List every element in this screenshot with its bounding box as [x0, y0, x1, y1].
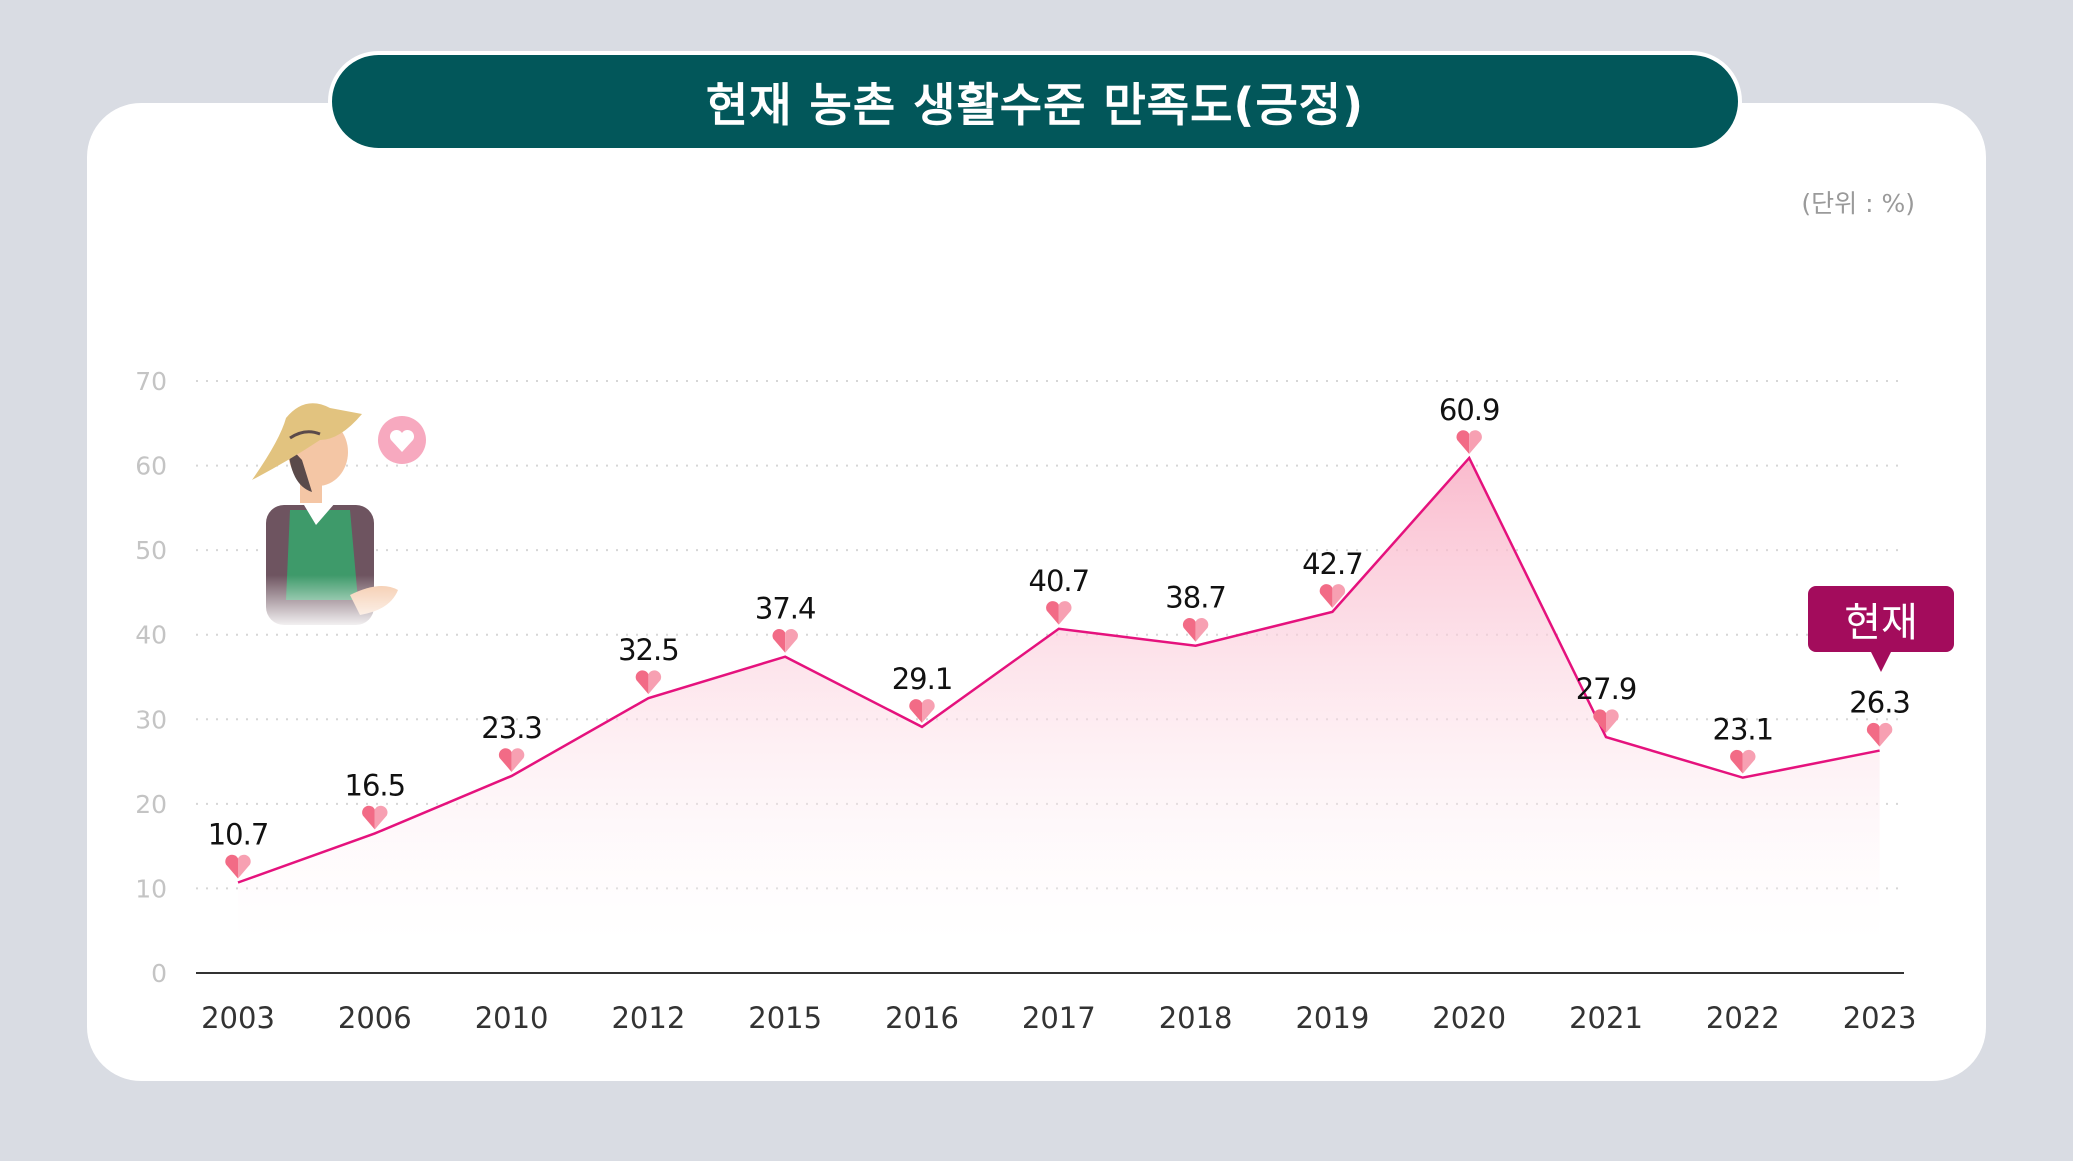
- x-tick-label: 2015: [748, 1001, 822, 1035]
- data-label: 27.9: [1576, 672, 1637, 706]
- x-tick-label: 2012: [611, 1001, 685, 1035]
- heart-marker-icon: [1606, 709, 1619, 734]
- heart-marker-icon: [1456, 430, 1470, 454]
- heart-marker-icon: [374, 805, 388, 830]
- heart-marker-icon: [1879, 722, 1893, 747]
- heart-marker-icon: [1046, 601, 1059, 625]
- x-tick-label: 2019: [1295, 1001, 1369, 1035]
- data-label: 23.3: [481, 711, 542, 745]
- area-fill: [238, 457, 1880, 943]
- data-label: 32.5: [618, 633, 679, 667]
- x-tick-label: 2021: [1569, 1001, 1643, 1035]
- heart-marker-icon: [225, 854, 238, 879]
- data-label: 60.9: [1439, 393, 1500, 427]
- data-label: 40.7: [1029, 564, 1090, 598]
- x-tick-label: 2010: [475, 1001, 549, 1035]
- heart-marker-icon: [362, 805, 375, 830]
- x-tick-label: 2022: [1706, 1001, 1780, 1035]
- heart-marker-icon: [922, 699, 935, 723]
- heart-marker-icon: [648, 670, 662, 695]
- heart-marker-icon: [785, 628, 798, 653]
- x-tick-label: 2020: [1432, 1001, 1506, 1035]
- y-tick-label: 0: [151, 959, 167, 988]
- heart-marker-icon: [1332, 584, 1346, 608]
- data-label: 16.5: [345, 768, 406, 802]
- data-label: 26.3: [1849, 686, 1910, 720]
- y-tick-label: 60: [135, 452, 167, 481]
- x-tick-label: 2006: [338, 1001, 412, 1035]
- unit-label: (단위 : %): [1801, 189, 1915, 218]
- heart-marker-icon: [1182, 618, 1196, 642]
- y-tick-label: 70: [135, 367, 167, 396]
- y-tick-label: 40: [135, 621, 167, 650]
- title-banner: 현재 농촌 생활수준 만족도(긍정): [328, 51, 1742, 152]
- heart-marker-icon: [1742, 749, 1756, 774]
- heart-marker-icon: [498, 748, 512, 772]
- data-label: 42.7: [1302, 547, 1363, 581]
- x-tick-label: 2003: [201, 1001, 275, 1035]
- data-label: 10.7: [208, 818, 269, 852]
- y-tick-label: 30: [135, 705, 167, 734]
- data-label: 37.4: [755, 592, 816, 626]
- current-badge: 현재: [1808, 586, 1954, 672]
- heart-marker-icon: [1730, 749, 1743, 774]
- data-label: 38.7: [1165, 581, 1226, 615]
- heart-marker-icon: [772, 628, 786, 653]
- data-label: 23.1: [1713, 713, 1774, 747]
- farmer-illustration: [252, 403, 426, 630]
- data-label: 29.1: [892, 662, 953, 696]
- y-tick-label: 20: [135, 790, 167, 819]
- y-tick-label: 10: [135, 874, 167, 903]
- x-tick-label: 2017: [1022, 1001, 1096, 1035]
- y-tick-label: 50: [135, 536, 167, 565]
- heart-marker-icon: [1195, 618, 1209, 642]
- heart-marker-icon: [1058, 601, 1072, 625]
- heart-marker-icon: [1469, 430, 1482, 454]
- x-tick-label: 2016: [885, 1001, 959, 1035]
- heart-marker-icon: [909, 699, 922, 723]
- chart-title: 현재 농촌 생활수준 만족도(긍정): [705, 77, 1365, 132]
- x-tick-label: 2023: [1843, 1001, 1917, 1035]
- x-tick-label: 2018: [1159, 1001, 1233, 1035]
- heart-marker-icon: [511, 748, 525, 772]
- heart-marker-icon: [635, 670, 649, 695]
- heart-marker-icon: [238, 854, 251, 879]
- heart-marker-icon: [1593, 709, 1606, 734]
- series-line: [237, 455, 1880, 884]
- heart-marker-icon: [1319, 584, 1333, 608]
- heart-marker-icon: [1866, 722, 1880, 747]
